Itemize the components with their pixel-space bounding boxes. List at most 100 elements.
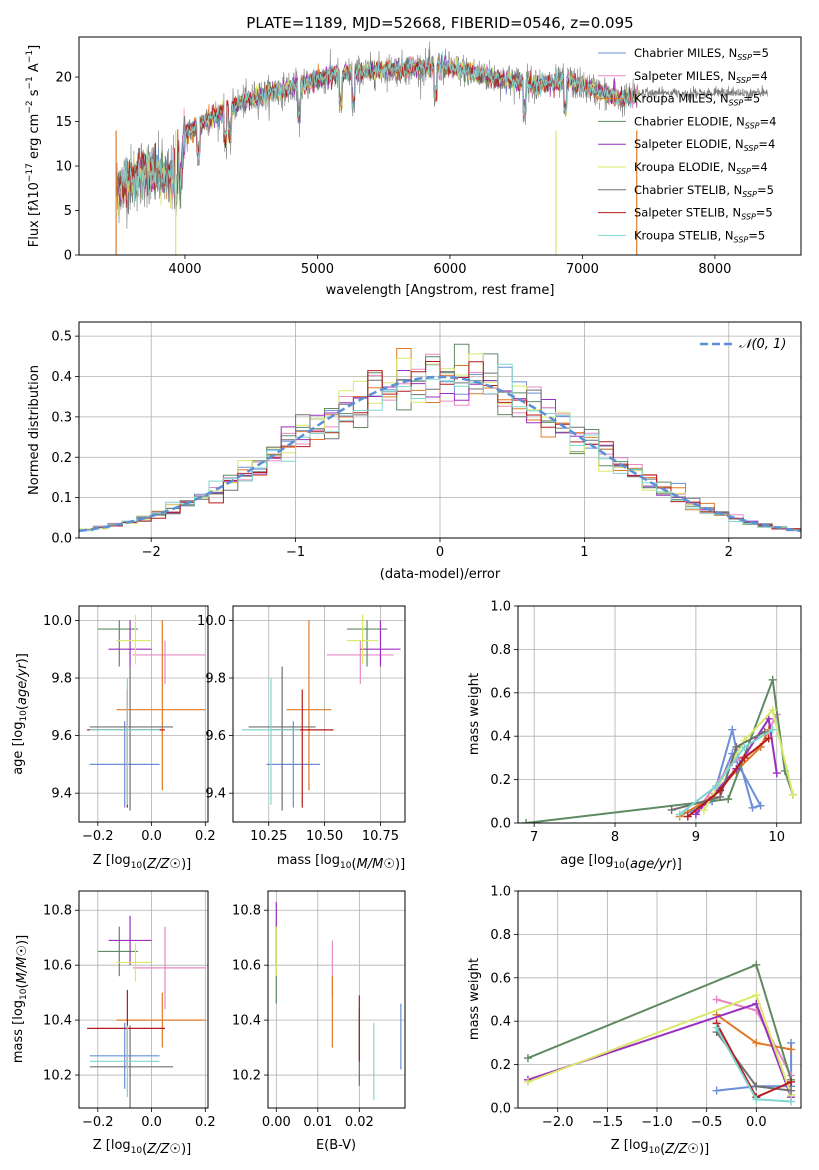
x-tick-label: 0.0 [141, 1115, 162, 1130]
legend-entry: Kroupa STELIB, NSSP=5 [634, 228, 765, 244]
x-tick-label: 0.0 [141, 829, 162, 844]
observed-spectrum [115, 41, 769, 229]
weight-line-kroupa_stelib [679, 728, 774, 816]
y-tick-label: 0.8 [490, 643, 511, 658]
y-tick-label: 0.2 [490, 773, 511, 788]
weight-marker [523, 1054, 532, 1063]
z-mass-axes-ylabel: mass [log10(M/M☉)] [11, 935, 30, 1063]
legend-entry: Kroupa ELODIE, NSSP=4 [634, 160, 768, 176]
y-tick-label: 9.6 [205, 729, 226, 744]
x-tick-label: 6000 [433, 262, 466, 277]
weight-marker [787, 1086, 796, 1095]
y-tick-label: 9.8 [205, 672, 226, 687]
axes-overlay: −2.0 −1.5 −1.0 −0.5 0.0 0.0 0.2 0.4 0.6 0.8 1.0 Z [… [467, 885, 802, 1157]
weight-marker [752, 1095, 761, 1104]
ebv-mass-axes-xlabel: E(B-V) [316, 1138, 356, 1153]
y-tick-label: 0.0 [490, 817, 511, 832]
age-weight-axes-xlabel: age [log10(age/yr)] [560, 853, 682, 872]
x-tick-label: −2 [142, 545, 161, 560]
legend-entry: Chabrier MILES, NSSP=5 [634, 46, 769, 62]
spectrum-xlabel: wavelength [Angstrom, rest frame] [326, 283, 555, 298]
weight-marker [768, 675, 777, 684]
errorbar-chabrier_elodie [97, 926, 139, 977]
axes-overlay: 4000 5000 6000 7000 8000 0 5 10 15 20 PLATE=1189, … [25, 14, 802, 298]
z-weight-axes: −2.0 −1.5 −1.0 −0.5 0.0 0.0 0.2 0.4 0.6 0.8 1.0 Z [… [467, 885, 802, 1157]
age-weight-axes-ylabel: mass weight [467, 673, 482, 755]
y-tick-label: 0.4 [490, 1015, 511, 1030]
axes-frame [267, 890, 406, 1109]
weight-marker [522, 819, 531, 823]
y-tick-label: 15 [55, 115, 72, 130]
errorbar-salpeter_elodie [360, 620, 401, 667]
x-tick-label: 10.75 [362, 829, 399, 844]
weight-marker [752, 1038, 761, 1047]
errorbar-chabrier_elodie [346, 620, 388, 667]
x-tick-label: 4000 [168, 262, 201, 277]
weight-marker [788, 790, 797, 799]
z-age-axes: −0.2 0.0 0.2 9.4 9.6 9.8 10.0 Z [log10(Z/Z☉)] ag… [11, 605, 216, 872]
weight-marker [740, 743, 749, 752]
y-tick-label: 10.0 [43, 614, 72, 629]
spectrum-axes: 4000 5000 6000 7000 8000 0 5 10 15 20 PLATE=1189, … [25, 14, 802, 298]
weight-line-salpeter_elodie [695, 716, 778, 815]
weight-marker [772, 769, 781, 778]
normal-curve [79, 375, 801, 533]
x-tick-label: −0.2 [82, 1115, 114, 1130]
legend-entry: Chabrier STELIB, NSSP=5 [634, 183, 774, 199]
weight-marker [748, 803, 757, 812]
spectrum-ylabel: Flux [fλ10−17 erg cm−2 s−1 A−1] [25, 45, 42, 247]
x-tick-label: 0.01 [303, 1115, 332, 1130]
errorbar-chabrier_miles [266, 721, 321, 808]
weight-marker [716, 786, 725, 795]
x-tick-label: 7 [530, 830, 538, 845]
legend-entry: Salpeter ELODIE, NSSP=4 [634, 137, 775, 153]
y-tick-label: 10.4 [232, 1014, 261, 1029]
y-tick-label: 10.6 [232, 959, 261, 974]
axes-frame [78, 890, 209, 1109]
x-tick-label: 0 [436, 545, 444, 560]
x-tick-label: −1.0 [641, 1115, 673, 1130]
y-tick-label: 20 [55, 71, 72, 86]
weight-marker [752, 1082, 761, 1091]
weight-marker [712, 1023, 721, 1032]
weight-marker [756, 801, 765, 810]
y-tick-label: 1.0 [490, 885, 511, 900]
mass-age-axes: 10.25 10.50 10.75 9.4 9.6 9.8 10.0 mass [log10(… [197, 605, 406, 872]
residual-ylabel: Normed distribution [27, 365, 42, 495]
errorbar-kroupa_stelib [89, 678, 160, 805]
y-tick-label: 0 [64, 249, 72, 264]
x-tick-label: −0.2 [82, 829, 114, 844]
y-tick-label: 9.8 [51, 672, 72, 687]
z-age-axes-xlabel: Z [log10(Z/Z☉)] [93, 853, 191, 872]
spectrum-title: PLATE=1189, MJD=52668, FIBERID=0546, z=0… [246, 14, 633, 32]
axes-frame [517, 605, 802, 824]
z-weight-axes-xlabel: Z [log10(Z/Z☉)] [611, 1138, 709, 1157]
errorbar-salpeter_stelib [87, 689, 165, 808]
weight-marker [752, 960, 761, 969]
x-tick-label: −1 [286, 545, 305, 560]
legend-entry: Salpeter MILES, NSSP=4 [634, 69, 768, 85]
x-tick-label: 10 [768, 830, 785, 845]
axes-overlay: −0.2 0.0 0.2 10.2 10.4 10.6 10.8 Z [log10(Z/Z☉)… [11, 890, 216, 1157]
errorbar-chabrier_stelib [89, 1025, 174, 1108]
weight-marker [691, 810, 700, 819]
y-tick-label: 0.2 [51, 451, 72, 466]
mass-age-axes-xlabel: mass [log10(M/M☉)] [277, 853, 405, 872]
y-tick-label: 9.4 [205, 787, 226, 802]
weight-marker [667, 805, 676, 814]
errorbar-kroupa_miles [286, 620, 332, 791]
y-tick-label: 10.2 [232, 1069, 261, 1084]
x-tick-label: −2.0 [542, 1115, 574, 1130]
spectrum-legend: Chabrier MILES, NSSP=5 Salpeter MILES, NS… [598, 46, 776, 244]
errorbar-kroupa_elodie [346, 614, 379, 664]
plot-area [87, 614, 206, 811]
legend-entry: Kroupa MILES, NSSP=5 [634, 92, 760, 108]
errorbar-kroupa_miles [116, 620, 206, 791]
residual-xlabel: (data-model)/error [380, 567, 501, 582]
errorbar-salpeter_elodie [108, 620, 152, 667]
plot-area [115, 41, 769, 255]
z-mass-axes: −0.2 0.0 0.2 10.2 10.4 10.6 10.8 Z [log10(Z/Z☉)… [11, 890, 216, 1157]
z-weight-axes-ylabel: mass weight [467, 958, 482, 1040]
plot-area [275, 901, 402, 1100]
errorbar-chabrier_stelib [89, 666, 174, 811]
